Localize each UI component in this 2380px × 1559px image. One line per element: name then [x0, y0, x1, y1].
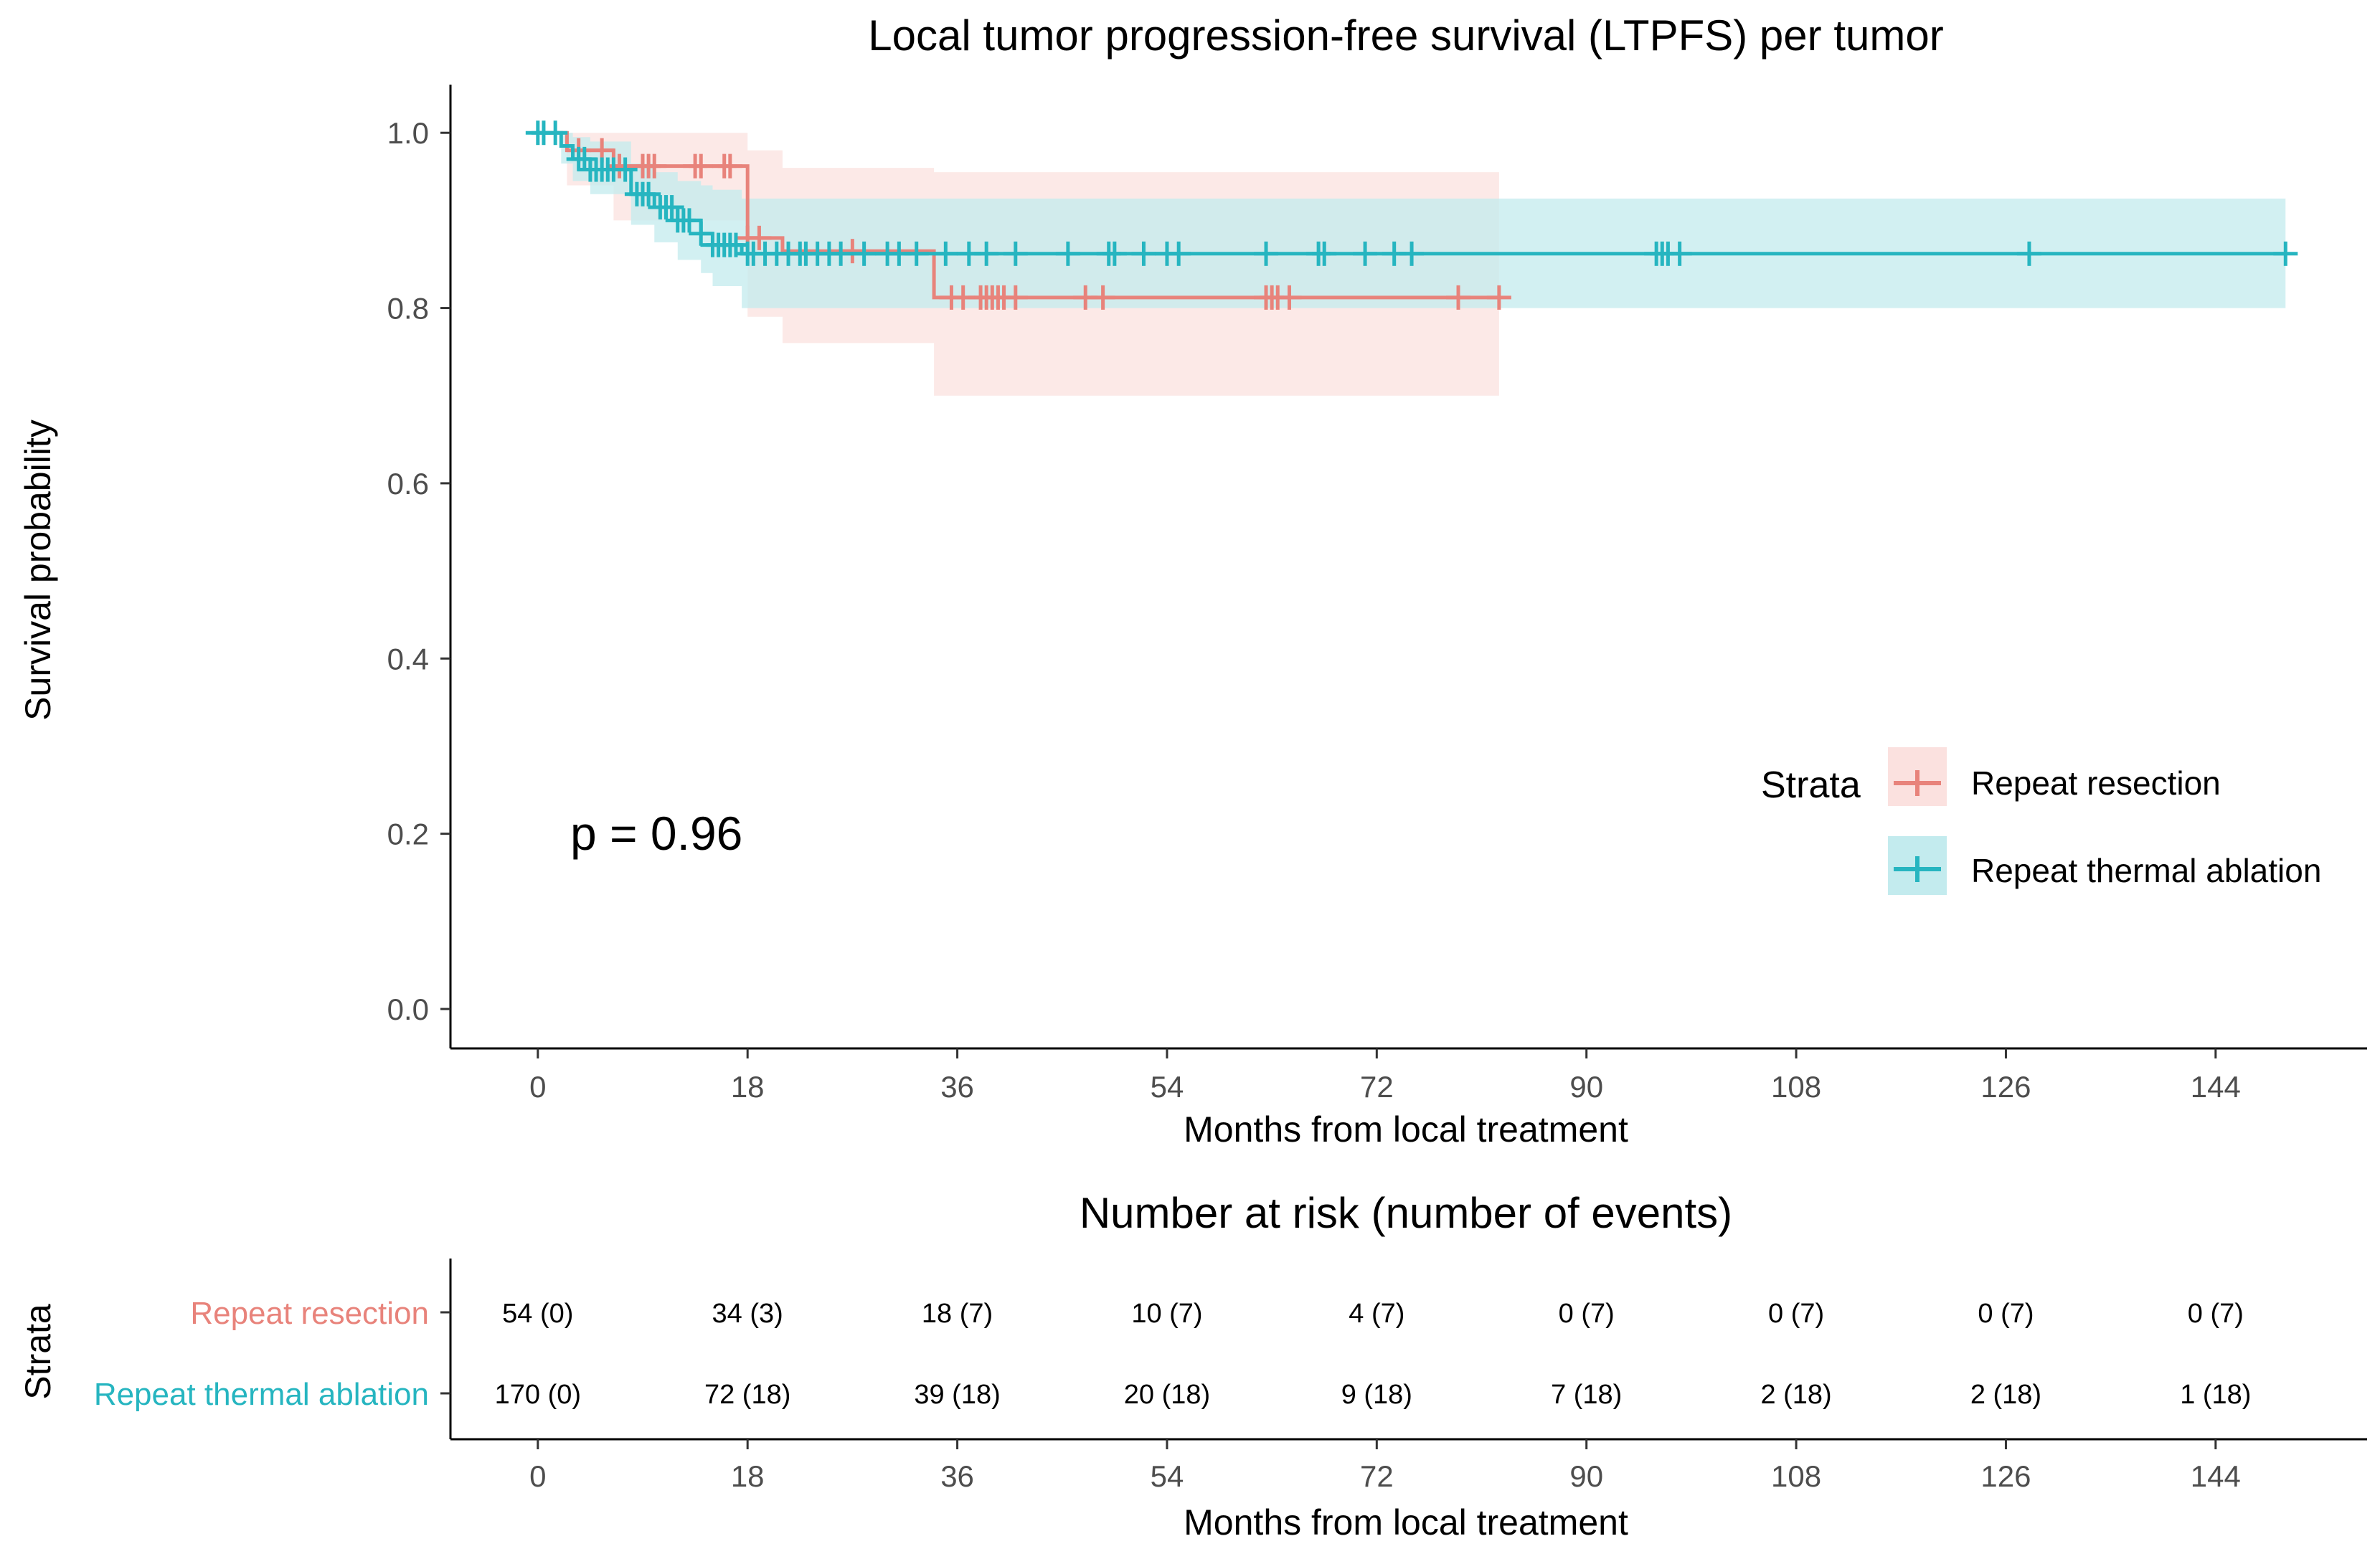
censor-mark-ablation: [828, 241, 854, 266]
y-tick-label: 0.4: [387, 642, 429, 676]
censor-mark-ablation: [659, 195, 684, 220]
censor-mark-ablation: [1399, 241, 1425, 266]
risk-table-title: Number at risk (number of events): [1080, 1189, 1732, 1237]
x-tick-label: 144: [2191, 1070, 2241, 1104]
censor-mark-ablation: [974, 241, 999, 266]
censor-mark-ablation: [2273, 241, 2298, 266]
x-axis-label: Months from local treatment: [1184, 1109, 1628, 1150]
legend-label-ablation: Repeat thermal ablation: [1971, 852, 2321, 889]
x-tick-label: 18: [731, 1070, 765, 1104]
legend-label-resection: Repeat resection: [1971, 764, 2221, 802]
chart-title: Local tumor progression-free survival (L…: [868, 11, 1943, 60]
y-tick-label: 1.0: [387, 116, 429, 150]
censor-mark-ablation: [933, 241, 958, 266]
risk-x-tick-label: 144: [2191, 1459, 2241, 1493]
legend-title: Strata: [1761, 764, 1861, 806]
risk-x-tick-label: 54: [1151, 1459, 1184, 1493]
risk-cell: 0 (7): [2188, 1299, 2244, 1329]
risk-cell: 54 (0): [502, 1299, 573, 1329]
risk-x-tick-label: 72: [1360, 1459, 1394, 1493]
censor-mark-ablation: [636, 181, 661, 207]
x-tick-label: 0: [529, 1070, 546, 1104]
risk-cell: 39 (18): [914, 1380, 1000, 1410]
risk-cell: 18 (7): [922, 1299, 993, 1329]
censor-mark-resection: [607, 153, 632, 179]
x-tick-label: 36: [940, 1070, 974, 1104]
risk-cell: 10 (7): [1131, 1299, 1202, 1329]
censor-mark-resection: [1090, 285, 1115, 310]
censor-mark-resection: [747, 225, 772, 250]
censor-mark-resection: [717, 153, 742, 179]
risk-cell: 0 (7): [1978, 1299, 2034, 1329]
censor-mark-ablation: [851, 241, 877, 266]
risk-cell: 72 (18): [704, 1380, 790, 1410]
risk-x-tick-label: 108: [1771, 1459, 1821, 1493]
censor-mark-ablation: [613, 157, 638, 182]
legend: Strata Repeat resection Repeat thermal a…: [1761, 747, 2321, 895]
risk-cell: 170 (0): [495, 1380, 581, 1410]
censor-mark-resection: [840, 239, 865, 264]
risk-x-tick-label: 36: [940, 1459, 974, 1493]
censor-mark-resection: [689, 153, 714, 179]
censor-mark-ablation: [676, 208, 702, 233]
censor-mark-ablation: [1254, 241, 1279, 266]
y-tick-label: 0.6: [387, 467, 429, 501]
y-tick-label: 0.2: [387, 818, 429, 851]
p-value-label: p = 0.96: [570, 807, 742, 860]
ci-band-ablation: [537, 133, 2286, 308]
censor-mark-ablation: [1353, 241, 1378, 266]
risk-cell: 1 (18): [2180, 1380, 2251, 1410]
risk-table-strata-label: Strata: [18, 1304, 58, 1400]
x-tick-label: 54: [1151, 1070, 1184, 1104]
risk-x-tick-label: 18: [731, 1459, 765, 1493]
censor-mark-ablation: [1003, 241, 1028, 266]
x-tick-label: 72: [1360, 1070, 1394, 1104]
censor-mark-ablation: [1102, 241, 1127, 266]
y-tick-label: 0.0: [387, 992, 429, 1026]
x-tick-label: 90: [1569, 1070, 1603, 1104]
risk-row-label: Repeat thermal ablation: [94, 1377, 429, 1412]
risk-cell: 0 (7): [1768, 1299, 1824, 1329]
risk-x-tick-label: 126: [1980, 1459, 2031, 1493]
censor-mark-ablation: [1131, 241, 1156, 266]
censor-mark-ablation: [2016, 241, 2041, 266]
x-tick-label: 126: [1980, 1070, 2031, 1104]
censor-mark-ablation: [1667, 241, 1692, 266]
censor-mark-ablation: [572, 146, 597, 171]
risk-cell: 9 (18): [1341, 1380, 1412, 1410]
risk-table-x-axis-label: Months from local treatment: [1184, 1502, 1628, 1543]
risk-x-tick-label: 0: [529, 1459, 546, 1493]
censor-mark-ablation: [1166, 241, 1191, 266]
censor-mark-resection: [1277, 285, 1302, 310]
y-tick-label: 0.8: [387, 292, 429, 326]
risk-table: Repeat resection 54 (0) 34 (3) 18 (7) 10 (7)…: [94, 1259, 2367, 1493]
censor-mark-ablation: [904, 241, 929, 266]
censor-mark-ablation: [543, 120, 568, 146]
censor-mark-ablation: [1312, 241, 1337, 266]
censor-mark-resection: [1446, 285, 1471, 310]
risk-cell: 4 (7): [1349, 1299, 1404, 1329]
risk-cell: 0 (7): [1559, 1299, 1615, 1329]
censor-mark-ablation: [689, 221, 714, 246]
censor-mark-resection: [642, 153, 667, 179]
risk-cell: 7 (18): [1551, 1380, 1622, 1410]
risk-cell: 2 (18): [1760, 1380, 1831, 1410]
x-tick-label: 108: [1771, 1070, 1821, 1104]
risk-cell: 2 (18): [1970, 1380, 2041, 1410]
censor-mark-ablation: [1055, 241, 1080, 266]
risk-x-tick-label: 90: [1569, 1459, 1603, 1493]
plot-area: 0.0 0.2 0.4 0.6 0.8 1.0 0 18 36 54 72 90 108 126 144: [387, 85, 2367, 1104]
y-axis-label: Survival probability: [18, 420, 58, 721]
censor-mark-resection: [1003, 285, 1028, 310]
risk-row-label: Repeat resection: [190, 1296, 429, 1331]
risk-cell: 34 (3): [712, 1299, 783, 1329]
risk-cell: 20 (18): [1124, 1380, 1210, 1410]
censor-mark-resection: [1486, 285, 1511, 310]
